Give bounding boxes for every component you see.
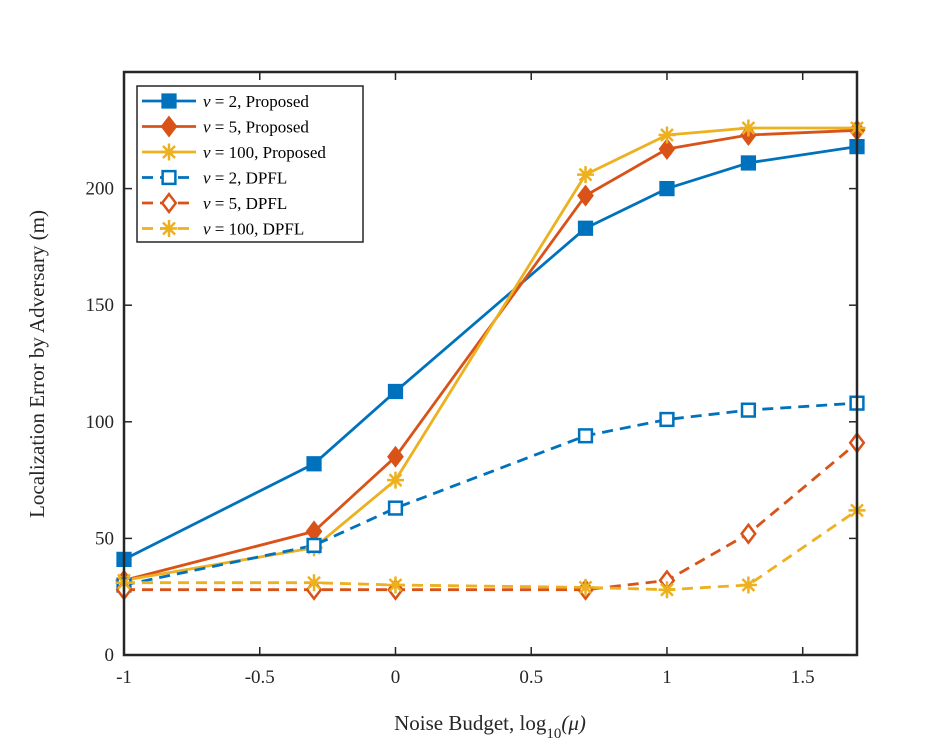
data-point-star bbox=[739, 576, 757, 594]
data-point-star bbox=[577, 166, 595, 184]
data-point-star bbox=[577, 578, 595, 596]
data-point-diamond bbox=[160, 115, 178, 138]
data-point-square bbox=[740, 402, 757, 418]
data-point-square bbox=[659, 180, 675, 197]
data-point-diamond bbox=[658, 137, 676, 160]
data-point-diamond bbox=[387, 445, 404, 468]
legend-label-1: ν = 2, Proposed bbox=[203, 92, 309, 111]
data-point-diamond bbox=[740, 522, 757, 545]
legend-label-3: ν = 100, Proposed bbox=[203, 143, 326, 162]
legend-label-4: ν = 2, DPFL bbox=[203, 169, 287, 188]
legend: ν = 2, Proposed ν = 5, Proposed ν = 100, P… bbox=[136, 85, 364, 243]
data-point-square bbox=[161, 169, 177, 186]
y-tick-label: 50 bbox=[95, 528, 114, 549]
x-tick-label: -0.5 bbox=[245, 667, 275, 688]
y-tick-label: 100 bbox=[86, 412, 115, 433]
data-point-square bbox=[306, 456, 322, 472]
data-point-star bbox=[160, 220, 178, 237]
data-point-square bbox=[740, 155, 757, 171]
data-point-star bbox=[658, 126, 676, 144]
data-point-star bbox=[160, 143, 178, 161]
data-point-square bbox=[387, 500, 404, 516]
data-point-star bbox=[305, 574, 323, 592]
data-point-square bbox=[161, 93, 177, 109]
data-point-diamond bbox=[577, 184, 594, 207]
y-tick-label: 150 bbox=[86, 295, 115, 316]
x-tick-label: 1.5 bbox=[791, 667, 815, 688]
x-axis-title: Noise Budget, log10(μ) bbox=[394, 711, 586, 742]
legend-label-5: ν = 5, DPFL bbox=[203, 194, 287, 213]
data-point-square bbox=[577, 220, 594, 236]
legend-label-6: ν = 100, DPFL bbox=[203, 220, 304, 239]
data-point-diamond bbox=[160, 192, 178, 214]
plot-frame bbox=[122, 70, 859, 657]
data-point-square bbox=[387, 383, 404, 400]
data-point-star bbox=[386, 576, 404, 594]
y-tick-label: 0 bbox=[105, 645, 115, 666]
x-tick-label: -1 bbox=[116, 667, 132, 688]
y-axis-title: Localization Error by Adversary (m) bbox=[25, 210, 49, 518]
data-point-square bbox=[306, 537, 322, 554]
y-tick-label: 200 bbox=[86, 179, 115, 200]
axis-ticks bbox=[123, 72, 857, 656]
data-point-star bbox=[739, 119, 757, 137]
x-tick-label: 1 bbox=[662, 667, 672, 688]
x-tick-label: 0.5 bbox=[519, 667, 543, 688]
data-point-square bbox=[659, 411, 675, 428]
x-tick-label: 0 bbox=[391, 667, 401, 688]
data-point-square bbox=[577, 428, 594, 444]
tick-labels: -1 -0.5 0 0.5 1 1.5 0 50 100 150 200 bbox=[86, 179, 815, 688]
legend-label-2: ν = 5, Proposed bbox=[203, 118, 309, 137]
legend-box bbox=[136, 85, 364, 243]
data-point-star bbox=[386, 471, 404, 489]
data-point-star bbox=[658, 581, 676, 599]
